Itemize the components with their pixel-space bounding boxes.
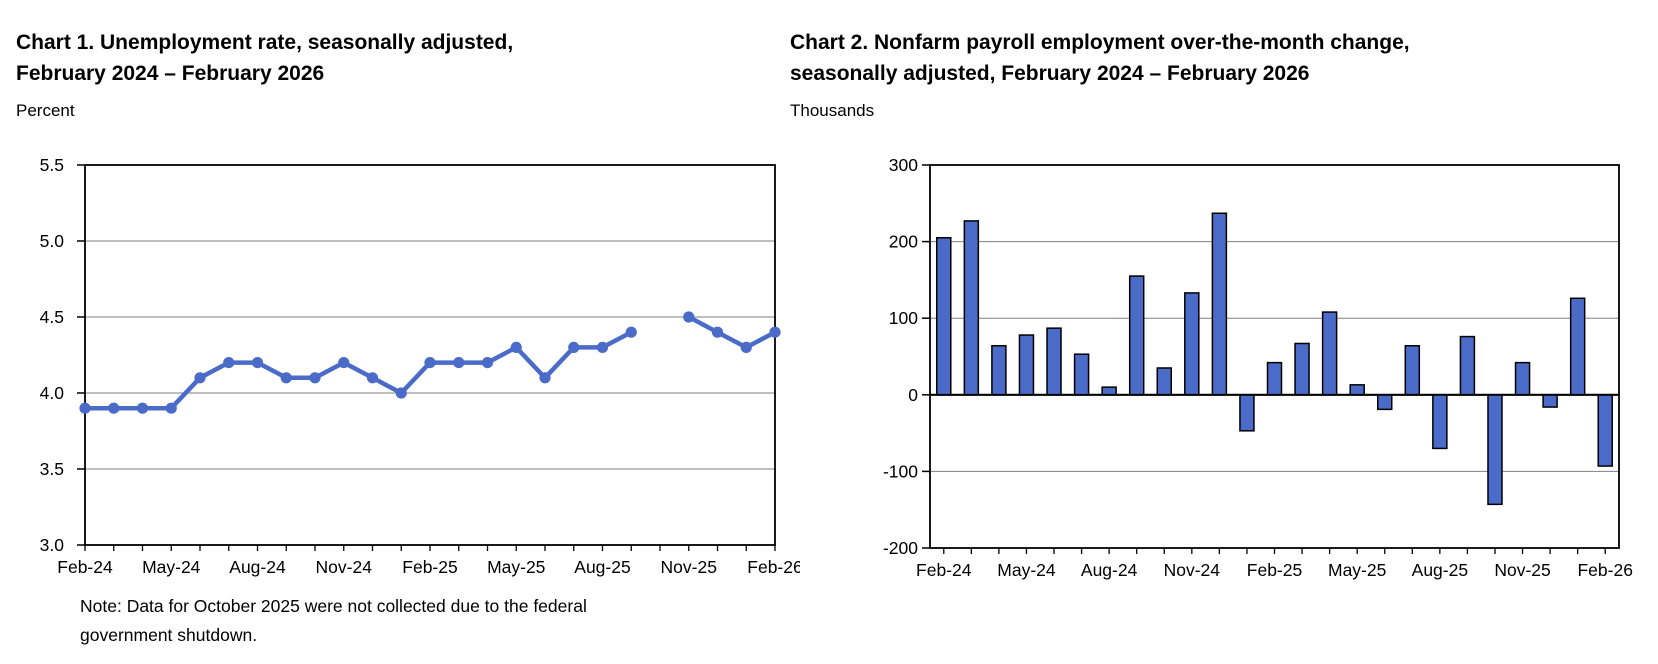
data-point-marker <box>194 372 206 384</box>
x-tick-label: Feb-25 <box>402 557 457 577</box>
chart1-note: Note: Data for October 2025 were not col… <box>80 592 587 650</box>
payroll-change-bar <box>1404 345 1421 396</box>
payroll-change-bar <box>1321 311 1338 396</box>
payroll-change-bar <box>1376 394 1393 411</box>
payroll-change-bar <box>991 345 1007 396</box>
payroll-change-bar <box>1018 334 1035 396</box>
payroll-change-bar <box>936 237 952 396</box>
chart2-title-line2: seasonally adjusted, February 2024 – Feb… <box>790 62 1310 85</box>
chart2-yaxis-unit-label: Thousands <box>790 101 875 120</box>
x-tick-label: Feb-24 <box>57 557 113 577</box>
data-point-marker <box>453 357 465 369</box>
y-tick-label: 100 <box>889 308 918 328</box>
y-tick-label: 5.0 <box>40 231 65 251</box>
y-tick-label: 4.5 <box>40 307 64 327</box>
x-tick-label: Feb-26 <box>747 557 800 577</box>
x-tick-label: May-25 <box>1328 560 1386 580</box>
data-point-marker <box>568 341 580 353</box>
y-tick-label: 3.5 <box>40 459 64 479</box>
payroll-change-bar <box>1569 297 1586 396</box>
y-tick-label: 200 <box>889 232 918 252</box>
data-point-marker <box>366 372 379 384</box>
payroll-change-bar <box>1294 342 1310 396</box>
chart1-title-line1: Chart 1. Unemployment rate, seasonally a… <box>16 31 514 54</box>
plot-border <box>929 164 1620 549</box>
payroll-change-bar <box>1046 327 1062 396</box>
x-tick-label: Aug-24 <box>229 557 286 577</box>
unemployment-rate-line <box>82 329 634 411</box>
x-tick-label: Nov-25 <box>661 557 717 577</box>
payroll-change-bar <box>1211 212 1228 396</box>
payroll-change-bar <box>1239 394 1255 432</box>
x-tick-label: Nov-24 <box>316 557 373 577</box>
payroll-change-bar <box>1184 292 1200 396</box>
payroll-change-bar <box>1073 353 1090 396</box>
chart1-title: Chart 1. Unemployment rate, seasonally a… <box>16 27 513 89</box>
x-tick-label: Nov-25 <box>1494 560 1550 580</box>
x-tick-label: Feb-24 <box>916 560 972 580</box>
data-point-marker <box>625 326 637 338</box>
payroll-change-bar <box>1156 367 1173 396</box>
unemployment-rate-line <box>686 314 778 350</box>
y-tick-label: 4.0 <box>40 383 65 403</box>
data-point-marker <box>223 357 235 369</box>
chart1-title-line2: February 2024 – February 2026 <box>16 62 325 85</box>
data-point-marker <box>596 341 609 353</box>
x-tick-label: Aug-24 <box>1081 560 1138 580</box>
payroll-change-bar <box>1128 275 1145 396</box>
chart2-title: Chart 2. Nonfarm payroll employment over… <box>790 27 1410 89</box>
data-point-marker <box>424 357 436 369</box>
x-tick-label: Aug-25 <box>1412 560 1468 580</box>
x-tick-label: May-24 <box>997 560 1056 580</box>
x-tick-label: Nov-24 <box>1164 560 1221 580</box>
plot-border <box>84 164 776 546</box>
chart2-title-line1: Chart 2. Nonfarm payroll employment over… <box>790 31 1410 54</box>
data-point-marker <box>711 326 724 338</box>
y-tick-label: 300 <box>889 155 918 175</box>
payroll-change-bar <box>1101 386 1117 396</box>
data-point-marker <box>481 357 494 369</box>
data-point-marker <box>108 402 120 414</box>
y-tick-label: 5.5 <box>40 155 64 175</box>
payroll-change-bar <box>1514 361 1531 396</box>
data-point-marker <box>539 372 551 384</box>
payroll-change-bar <box>1266 361 1283 396</box>
payroll-change-bar <box>1349 384 1365 396</box>
data-point-marker <box>79 402 91 414</box>
y-tick-label: -200 <box>883 538 918 558</box>
chart1-note-line1: Note: Data for October 2025 were not col… <box>80 596 587 616</box>
payroll-change-bar <box>1542 394 1558 408</box>
payroll-change-bar <box>1597 394 1613 467</box>
x-tick-label: Feb-25 <box>1247 560 1302 580</box>
y-tick-label: 3.0 <box>40 535 65 555</box>
x-tick-label: Aug-25 <box>574 557 630 577</box>
x-tick-label: May-25 <box>487 557 545 577</box>
payroll-change-bar <box>1432 394 1448 450</box>
y-tick-label: -100 <box>883 461 918 481</box>
data-point-marker <box>683 311 695 323</box>
chart1-yaxis-unit-label: Percent <box>16 101 75 120</box>
x-tick-label: Feb-26 <box>1577 560 1632 580</box>
data-point-marker <box>338 357 350 369</box>
chart1-note-line2: government shutdown. <box>80 625 258 645</box>
payroll-change-bar <box>1487 394 1503 506</box>
data-point-marker <box>251 357 264 369</box>
y-tick-label: 0 <box>908 385 918 405</box>
data-point-marker <box>280 372 292 384</box>
data-point-marker <box>165 402 177 414</box>
data-point-marker <box>309 372 321 384</box>
data-point-marker <box>510 341 522 353</box>
data-point-marker <box>395 387 407 399</box>
payroll-change-bar <box>1459 335 1476 396</box>
data-point-marker <box>136 402 149 414</box>
payroll-change-bar <box>963 220 980 396</box>
data-point-marker <box>740 341 752 353</box>
data-point-marker <box>769 326 781 338</box>
x-tick-label: May-24 <box>142 557 201 577</box>
